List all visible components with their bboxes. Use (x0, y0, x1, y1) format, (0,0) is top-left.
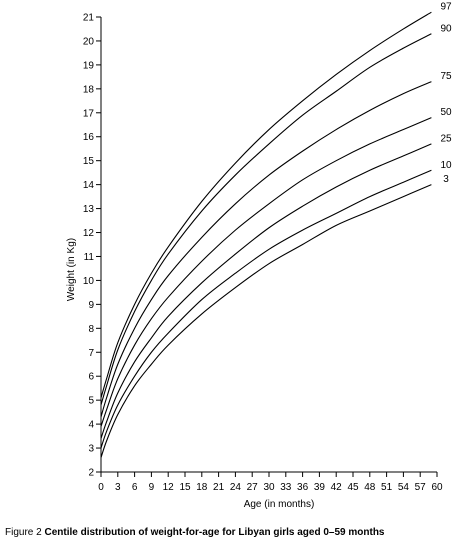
centile-line-10 (100, 169, 432, 449)
figure-caption: Figure 2 Centile distribution of weight-… (5, 527, 385, 538)
x-tick-label: 18 (196, 482, 208, 493)
x-tick-label: 15 (179, 482, 191, 493)
x-tick-label: 24 (230, 482, 242, 493)
x-tick-label: 30 (263, 482, 275, 493)
y-axis-title: Weight (in Kg) (66, 238, 77, 301)
y-tick-label: 9 (88, 300, 94, 311)
x-tick-label: 54 (398, 482, 410, 493)
y-tick-label: 21 (83, 13, 95, 24)
y-tick-label: 6 (88, 372, 94, 383)
y-axis: 2 3 4 5 6 7 8 9 10 11 12 13 14 15 16 17 18 19 20 21 (83, 13, 102, 479)
x-tick-label: 51 (381, 482, 393, 493)
y-tick-label: 2 (88, 468, 94, 479)
x-tick-label: 33 (280, 482, 292, 493)
y-tick-label: 19 (83, 60, 95, 71)
centile-label-97: 97 (440, 2, 452, 13)
y-tick-label: 16 (83, 132, 95, 143)
x-axis-title: Age (in months) (244, 499, 315, 510)
centile-label-75: 75 (440, 71, 452, 82)
y-tick-label: 10 (83, 276, 95, 287)
y-tick-label: 12 (83, 228, 95, 239)
x-tick-label: 0 (98, 482, 104, 493)
x-tick-label: 9 (149, 482, 155, 493)
y-tick-label: 14 (83, 180, 95, 191)
x-tick-label: 3 (115, 482, 121, 493)
y-tick-label: 8 (88, 324, 94, 335)
caption-title: Centile distribution of weight-for-age f… (44, 527, 385, 538)
centile-line-75 (100, 81, 432, 418)
y-tick-label: 20 (83, 36, 95, 47)
x-tick-label: 42 (331, 482, 343, 493)
y-tick-label: 11 (84, 252, 95, 263)
centile-chart: 0 3 6 9 12 15 18 21 24 27 30 33 36 39 42 45 48 51 54 57 60 2… (66, 2, 452, 510)
x-tick-label: 12 (163, 482, 175, 493)
centile-line-25 (100, 143, 432, 439)
x-tick-label: 36 (297, 482, 309, 493)
y-tick-label: 3 (88, 444, 94, 455)
centile-line-50 (100, 117, 432, 427)
centile-label-25: 25 (440, 133, 452, 144)
y-tick-label: 15 (83, 156, 95, 167)
y-tick-label: 4 (88, 420, 94, 431)
centile-line-97 (100, 11, 432, 398)
y-tick-label: 7 (88, 348, 94, 359)
y-tick-label: 18 (83, 84, 95, 95)
x-tick-label: 57 (415, 482, 427, 493)
x-tick-label: 48 (364, 482, 376, 493)
x-tick-label: 45 (347, 482, 359, 493)
x-axis: 0 3 6 9 12 15 18 21 24 27 30 33 36 39 42 45 48 51 54 57 60 (98, 471, 443, 493)
y-tick-label: 5 (88, 396, 94, 407)
x-tick-label: 21 (213, 482, 225, 493)
x-tick-label: 39 (314, 482, 326, 493)
y-tick-label: 17 (83, 108, 95, 119)
centile-label-50: 50 (440, 107, 452, 118)
centile-label-90: 90 (440, 23, 452, 34)
x-tick-label: 27 (247, 482, 259, 493)
caption-prefix: Figure 2 (5, 527, 45, 538)
series-lines (100, 11, 432, 458)
x-tick-label: 60 (431, 482, 443, 493)
centile-label-3: 3 (443, 174, 449, 185)
centile-line-90 (100, 33, 432, 406)
x-tick-label: 6 (132, 482, 138, 493)
centile-line-3 (100, 184, 432, 458)
centile-label-10: 10 (440, 160, 452, 171)
y-tick-label: 13 (83, 204, 95, 215)
series-labels: 97 90 75 50 25 10 3 (440, 2, 452, 185)
